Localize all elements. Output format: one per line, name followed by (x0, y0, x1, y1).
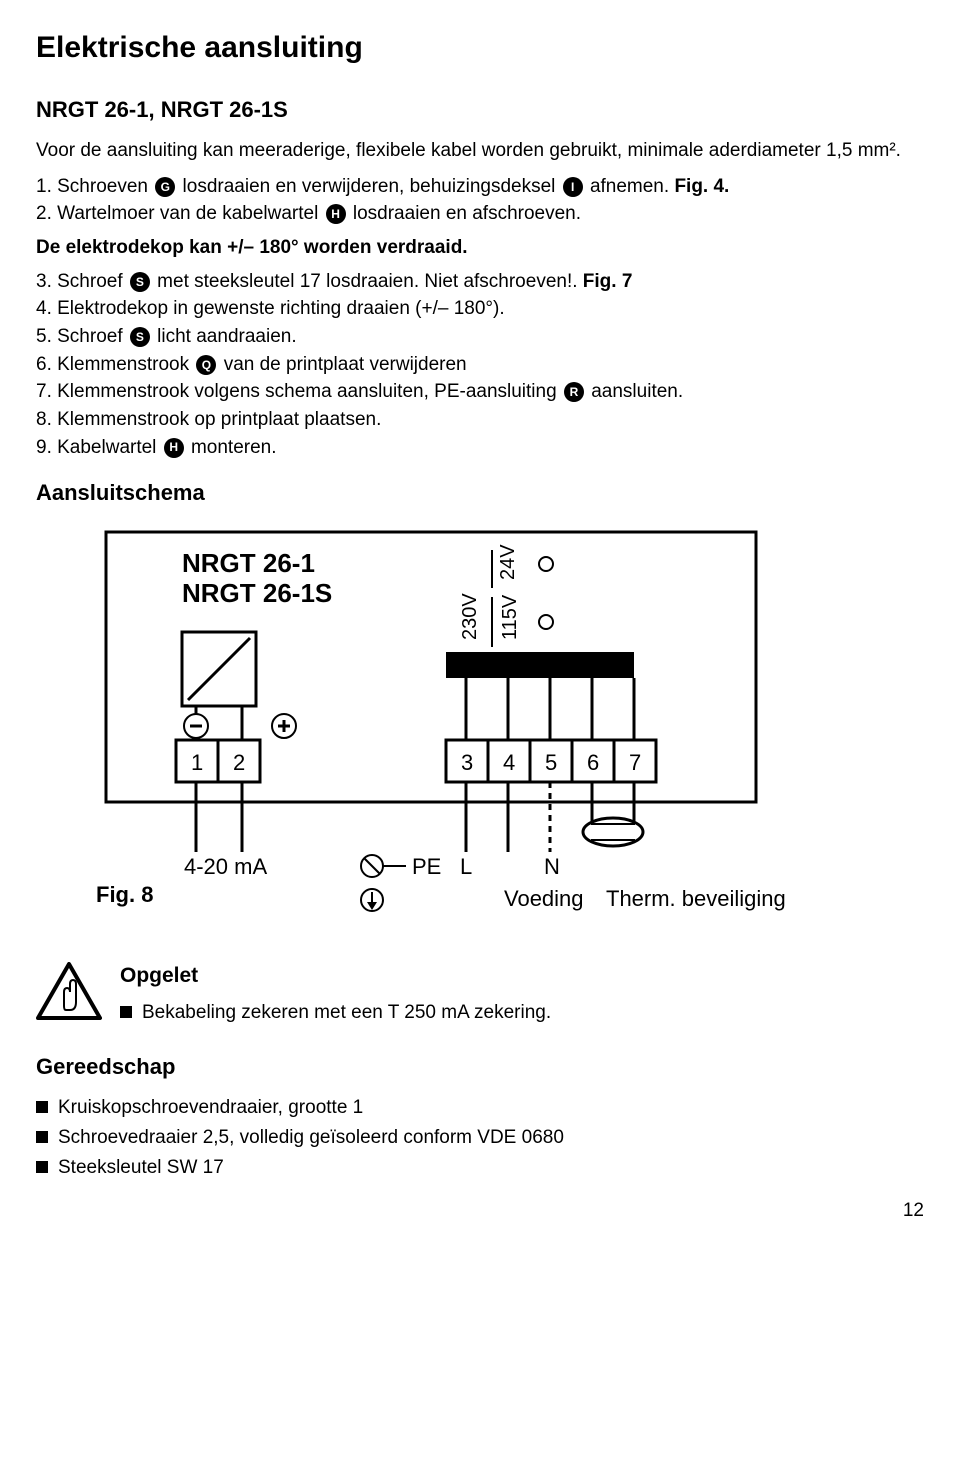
bullet-text: Bekabeling zekeren met een T 250 mA zeke… (142, 1000, 551, 1026)
model-subtitle: NRGT 26-1, NRGT 26-1S (36, 95, 924, 125)
step-3: 3. Schroef S met steeksleutel 17 losdraa… (36, 269, 924, 295)
terminal-7: 7 (629, 750, 641, 775)
bullet-square-icon (36, 1161, 48, 1173)
step-1: 1. Schroeven G losdraaien en verwijderen… (36, 174, 924, 200)
diagram-model1: NRGT 26-1 (182, 548, 315, 578)
intro-paragraph: Voor de aansluiting kan meeraderige, fle… (36, 138, 924, 164)
terminal-6: 6 (587, 750, 599, 775)
bullet-square-icon (36, 1131, 48, 1143)
terminal-5: 5 (545, 750, 557, 775)
bullet-square-icon (36, 1101, 48, 1113)
diagram-115v: 115V (499, 594, 521, 640)
step-text: 2. Wartelmoer van de kabelwartel (36, 203, 324, 224)
step-text: 1. Schroeven (36, 176, 153, 197)
bullet-text: Steeksleutel SW 17 (58, 1155, 224, 1181)
diagram-pe: PE (412, 854, 441, 879)
gereedschap-heading: Gereedschap (36, 1052, 924, 1082)
attention-box: Opgelet Bekabeling zekeren met een T 250… (36, 962, 924, 1030)
step-5: 5. Schroef S licht aandraaien. (36, 324, 924, 350)
schema-heading: Aansluitschema (36, 478, 924, 508)
diagram-230v: 230V (459, 593, 481, 640)
tool-item: Schroevedraaier 2,5, volledig geïsoleerd… (36, 1125, 924, 1151)
diagram-model2: NRGT 26-1S (182, 578, 332, 608)
circled-i-icon: I (563, 177, 583, 197)
opgelet-heading: Opgelet (120, 962, 924, 990)
terminal-4: 4 (503, 750, 515, 775)
steps-list-2: 3. Schroef S met steeksleutel 17 losdraa… (36, 269, 924, 460)
page-number: 12 (36, 1198, 924, 1224)
wiring-diagram: NRGT 26-1 NRGT 26-1S 24V 230V 115V 1 2 (96, 522, 924, 940)
tool-item: Steeksleutel SW 17 (36, 1155, 924, 1181)
step-text: 5. Schroef (36, 326, 128, 347)
diagram-l: L (460, 854, 472, 879)
step-text: aansluiten. (591, 381, 683, 402)
circled-h-icon: H (326, 204, 346, 224)
terminal-3: 3 (461, 750, 473, 775)
circled-q-icon: Q (196, 355, 216, 375)
fig-ref: Fig. 7 (583, 271, 633, 292)
step-4: 4. Elektrodekop in gewenste richting dra… (36, 296, 924, 322)
circled-h-icon: H (164, 438, 184, 458)
rotation-note: De elektrodekop kan +/– 180° worden verd… (36, 235, 924, 261)
step-text: 3. Schroef (36, 271, 128, 292)
bullet-text: Kruiskopschroevendraaier, grootte 1 (58, 1095, 363, 1121)
circled-r-icon: R (564, 382, 584, 402)
step-text: monteren. (191, 437, 277, 458)
circled-g-icon: G (155, 177, 175, 197)
opgelet-bullet: Bekabeling zekeren met een T 250 mA zeke… (120, 1000, 924, 1026)
terminal-1: 1 (191, 750, 203, 775)
step-2: 2. Wartelmoer van de kabelwartel H losdr… (36, 201, 924, 227)
steps-list: 1. Schroeven G losdraaien en verwijderen… (36, 174, 924, 227)
step-text: 7. Klemmenstrook volgens schema aansluit… (36, 381, 562, 402)
step-text: losdraaien en afschroeven. (353, 203, 581, 224)
diagram-current: 4-20 mA (184, 854, 267, 879)
step-text: met steeksleutel 17 losdraaien. Niet afs… (157, 271, 583, 292)
diagram-24v: 24V (497, 544, 519, 580)
attention-icon (36, 962, 102, 1022)
bullet-square-icon (120, 1006, 132, 1018)
circled-s-icon: S (130, 272, 150, 292)
step-7: 7. Klemmenstrook volgens schema aansluit… (36, 379, 924, 405)
diagram-n: N (544, 854, 560, 879)
circled-s-icon: S (130, 327, 150, 347)
step-text: losdraaien en verwijderen, behuizingsdek… (183, 176, 561, 197)
diagram-voeding: Voeding (504, 886, 584, 911)
step-text: licht aandraaien. (157, 326, 296, 347)
step-text: 9. Kabelwartel (36, 437, 162, 458)
step-6: 6. Klemmenstrook Q van de printplaat ver… (36, 352, 924, 378)
gereedschap-list: Kruiskopschroevendraaier, grootte 1 Schr… (36, 1095, 924, 1180)
diagram-therm: Therm. beveiliging (606, 886, 786, 911)
bullet-text: Schroevedraaier 2,5, volledig geïsoleerd… (58, 1125, 564, 1151)
fig-8-label: Fig. 8 (96, 882, 153, 907)
step-9: 9. Kabelwartel H monteren. (36, 435, 924, 461)
page-title: Elektrische aansluiting (36, 28, 924, 69)
terminal-2: 2 (233, 750, 245, 775)
tool-item: Kruiskopschroevendraaier, grootte 1 (36, 1095, 924, 1121)
step-text: afnemen. (590, 176, 675, 197)
step-8: 8. Klemmenstrook op printplaat plaatsen. (36, 407, 924, 433)
step-text: 6. Klemmenstrook (36, 354, 194, 375)
step-text: van de printplaat verwijderen (224, 354, 467, 375)
fig-ref: Fig. 4. (674, 176, 729, 197)
